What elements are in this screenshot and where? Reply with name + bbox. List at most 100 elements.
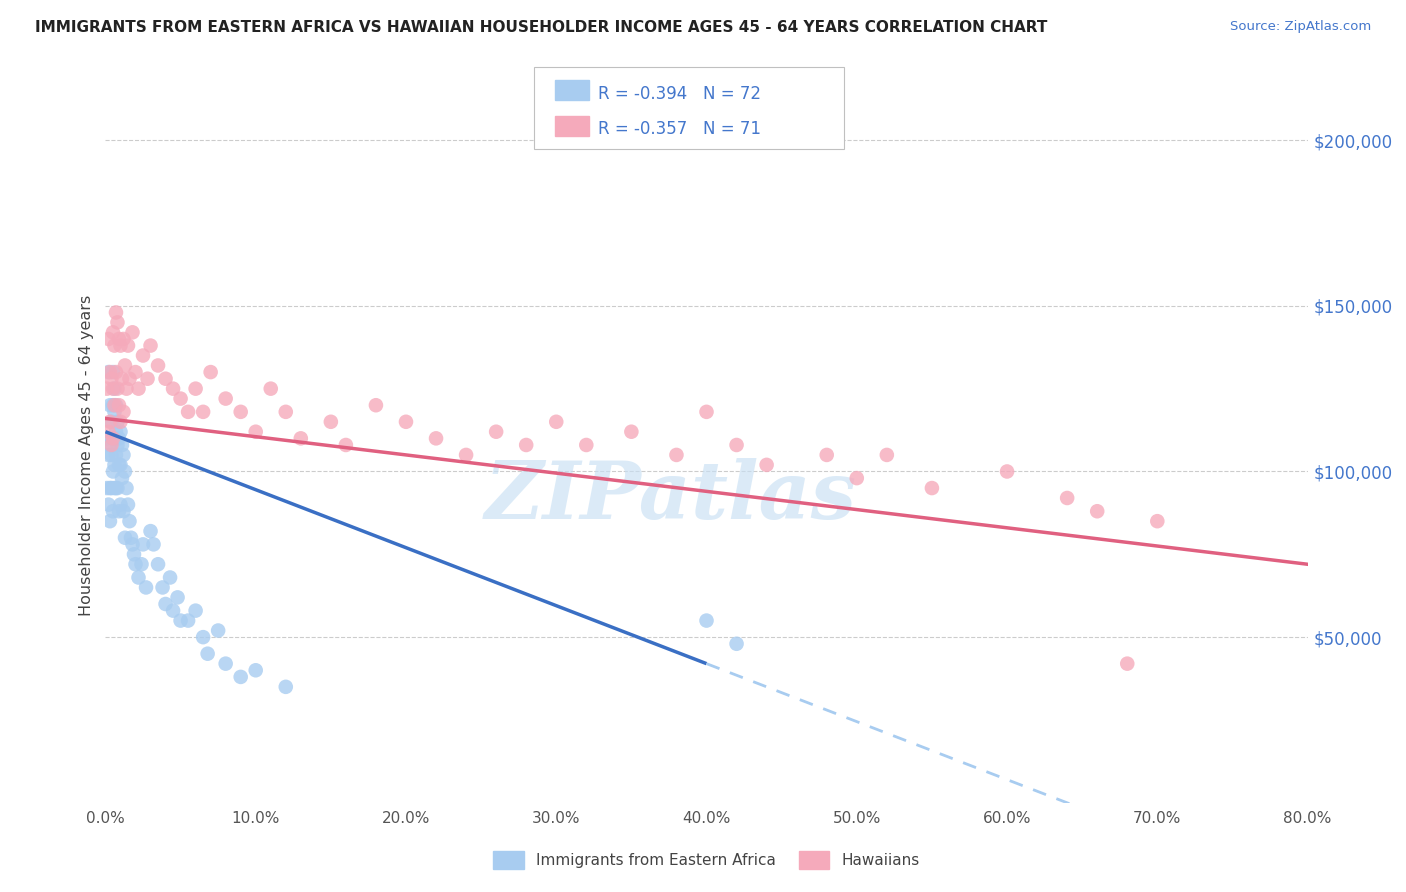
Point <box>98 514 121 528</box>
Point <box>115 481 138 495</box>
Point <box>152 581 174 595</box>
Point <box>184 382 207 396</box>
Point <box>115 382 138 396</box>
Point <box>139 338 162 352</box>
Point <box>696 614 718 628</box>
Point <box>132 537 155 551</box>
Point <box>110 415 132 429</box>
Point <box>1056 491 1078 505</box>
Point <box>135 581 157 595</box>
Point <box>107 481 129 495</box>
Legend: Immigrants from Eastern Africa, Hawaiians: Immigrants from Eastern Africa, Hawaiian… <box>486 846 927 875</box>
Point <box>103 458 125 472</box>
Point <box>162 604 184 618</box>
Point <box>696 405 718 419</box>
Point <box>100 372 122 386</box>
Point <box>191 630 214 644</box>
Point <box>103 338 125 352</box>
Point <box>162 382 184 396</box>
Point <box>146 558 169 572</box>
Point <box>120 531 142 545</box>
Point <box>103 382 125 396</box>
Point <box>112 448 135 462</box>
Point <box>104 398 127 412</box>
Point <box>97 365 120 379</box>
Text: R = -0.394   N = 72: R = -0.394 N = 72 <box>598 85 761 103</box>
Point <box>100 415 122 429</box>
Point <box>110 338 132 352</box>
Point <box>207 624 229 638</box>
Point <box>108 332 131 346</box>
Point <box>184 604 207 618</box>
Point <box>97 425 120 439</box>
Point <box>546 415 568 429</box>
Point <box>98 398 121 412</box>
Point <box>118 514 141 528</box>
Point <box>395 415 418 429</box>
Point <box>454 448 477 462</box>
Point <box>319 415 342 429</box>
Point <box>108 504 131 518</box>
Point <box>845 471 868 485</box>
Point <box>725 438 748 452</box>
Point <box>112 405 135 419</box>
Point <box>146 359 169 373</box>
Point <box>177 405 200 419</box>
Point <box>104 425 127 439</box>
Text: Source: ZipAtlas.com: Source: ZipAtlas.com <box>1230 20 1371 33</box>
Point <box>104 448 127 462</box>
Point <box>108 398 131 412</box>
Point <box>169 392 191 406</box>
Point <box>100 448 122 462</box>
Point <box>132 349 155 363</box>
Point <box>98 365 121 379</box>
Point <box>110 458 132 472</box>
Point <box>274 405 297 419</box>
Point <box>107 315 129 329</box>
Point <box>97 448 120 462</box>
Point <box>335 438 357 452</box>
Point <box>114 531 136 545</box>
Point <box>114 359 136 373</box>
Point <box>97 332 120 346</box>
Point <box>128 570 150 584</box>
Point <box>214 392 236 406</box>
Point <box>128 382 150 396</box>
Point <box>107 382 129 396</box>
Point <box>1085 504 1108 518</box>
Point <box>117 338 139 352</box>
Point <box>177 614 200 628</box>
Point <box>169 614 191 628</box>
Point <box>1146 514 1168 528</box>
Point <box>97 498 120 512</box>
Point <box>136 372 159 386</box>
Point <box>117 498 139 512</box>
Point <box>111 372 134 386</box>
Point <box>103 481 125 495</box>
Point <box>98 481 121 495</box>
Point <box>107 415 129 429</box>
Point <box>112 504 135 518</box>
Text: IMMIGRANTS FROM EASTERN AFRICA VS HAWAIIAN HOUSEHOLDER INCOME AGES 45 - 64 YEARS: IMMIGRANTS FROM EASTERN AFRICA VS HAWAII… <box>35 20 1047 35</box>
Point <box>104 365 127 379</box>
Point <box>121 326 143 340</box>
Point <box>103 398 125 412</box>
Point <box>229 670 252 684</box>
Point <box>101 382 124 396</box>
Point <box>101 365 124 379</box>
Point <box>260 382 283 396</box>
Point <box>112 332 135 346</box>
Point <box>100 481 122 495</box>
Point <box>364 398 387 412</box>
Point <box>876 448 898 462</box>
Point <box>98 438 121 452</box>
Point <box>107 438 129 452</box>
Point <box>101 398 124 412</box>
Point <box>103 431 125 445</box>
Point <box>755 458 778 472</box>
Point <box>245 425 267 439</box>
Point <box>425 431 447 445</box>
Point <box>921 481 943 495</box>
Point <box>159 570 181 584</box>
Point <box>104 481 127 495</box>
